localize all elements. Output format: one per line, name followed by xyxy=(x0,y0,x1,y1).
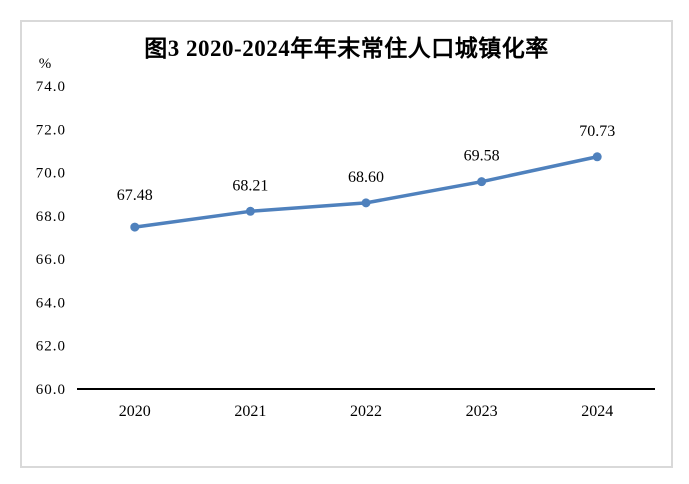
y-tick-label: 74.0 xyxy=(36,79,66,95)
data-point-marker xyxy=(361,198,371,208)
x-tick-label: 2021 xyxy=(234,403,266,420)
x-tick-label: 2020 xyxy=(119,403,151,420)
data-point-label: 70.73 xyxy=(579,123,615,140)
data-line xyxy=(133,155,599,229)
chart-frame xyxy=(20,20,673,468)
data-point-label: 67.48 xyxy=(117,187,153,204)
y-tick-label: 62.0 xyxy=(36,339,66,355)
x-tick-label: 2023 xyxy=(466,403,498,420)
x-tick-label: 2022 xyxy=(350,403,382,420)
y-tick-label: 70.0 xyxy=(36,166,66,182)
data-point-marker xyxy=(245,206,255,216)
y-tick-label: 68.0 xyxy=(36,209,66,225)
y-axis-unit-label: % xyxy=(39,56,52,72)
data-point-marker xyxy=(592,152,602,162)
data-point-label: 69.58 xyxy=(464,148,500,165)
data-point-marker xyxy=(477,177,487,187)
y-tick-label: 66.0 xyxy=(36,252,66,268)
data-point-label: 68.60 xyxy=(348,169,384,186)
data-point-marker xyxy=(130,222,140,232)
x-tick-label: 2024 xyxy=(581,403,613,420)
y-tick-label: 64.0 xyxy=(36,295,66,311)
chart-title: 图3 2020-2024年年末常住人口城镇化率 xyxy=(144,36,549,61)
y-tick-label: 72.0 xyxy=(36,122,66,138)
data-point-label: 68.21 xyxy=(232,177,268,194)
y-tick-label: 60.0 xyxy=(36,382,66,398)
